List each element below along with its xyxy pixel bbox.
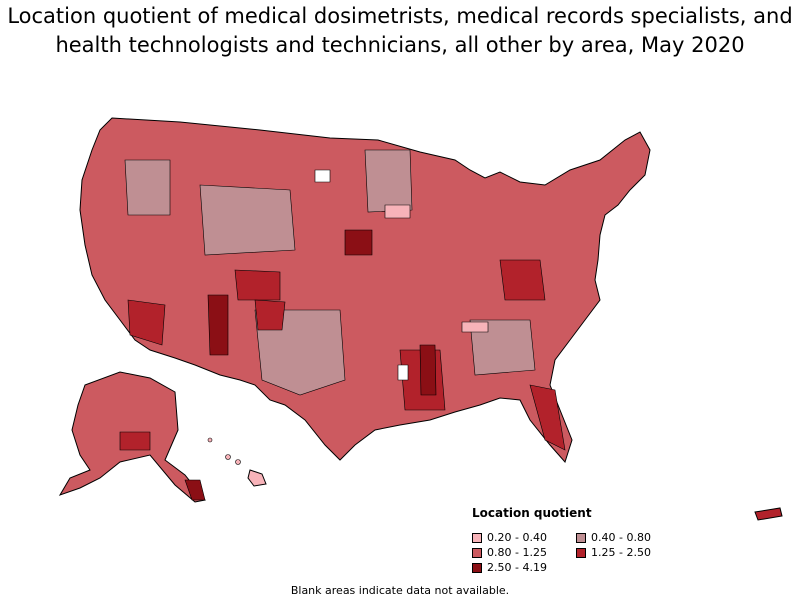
region-colorado xyxy=(234,269,281,301)
region-tennessee-low xyxy=(461,321,489,333)
region-wisconsin-low xyxy=(384,204,411,219)
map-title: Location quotient of medical dosimetrist… xyxy=(7,4,793,57)
alaska-southeast-high xyxy=(184,479,206,501)
region-arizona xyxy=(127,299,166,346)
region-oklahoma xyxy=(254,299,286,331)
legend-item-4: 1.25 - 2.50 xyxy=(576,546,651,559)
region-great-lakes xyxy=(364,149,413,213)
legend-item-5: 2.50 - 4.19 xyxy=(472,561,547,574)
legend-swatch-2 xyxy=(576,532,586,543)
hawaii-island-1 xyxy=(225,454,231,460)
legend-item-2: 0.40 - 0.80 xyxy=(576,531,651,544)
alaska-region-high xyxy=(119,431,151,451)
puerto-rico-region xyxy=(754,507,783,521)
legend-swatch-1 xyxy=(472,532,482,543)
legend-label-4: 1.25 - 2.50 xyxy=(591,546,651,559)
legend-item-1: 0.20 - 0.40 xyxy=(472,531,547,544)
legend-swatch-5 xyxy=(472,562,482,573)
hawaii-island-2 xyxy=(235,459,241,465)
region-new-mexico xyxy=(207,294,229,356)
region-iowa xyxy=(344,229,373,256)
legend-item-3: 0.80 - 1.25 xyxy=(472,546,547,559)
legend-label-3: 0.80 - 1.25 xyxy=(487,546,547,559)
hawaii-region xyxy=(247,469,267,487)
region-no-data-north xyxy=(314,169,331,183)
region-mississippi xyxy=(419,344,437,396)
region-texas-west xyxy=(254,309,346,396)
legend-label-1: 0.20 - 0.40 xyxy=(487,531,547,544)
region-northwest xyxy=(124,159,171,216)
legend-swatch-3 xyxy=(472,547,482,558)
legend-label-2: 0.40 - 0.80 xyxy=(591,531,651,544)
legend-title: Location quotient xyxy=(472,506,592,520)
region-florida xyxy=(529,384,566,451)
region-mountain-west xyxy=(199,184,296,256)
region-no-data-south xyxy=(397,364,409,381)
legend-swatch-4 xyxy=(576,547,586,558)
legend-label-5: 2.50 - 4.19 xyxy=(487,561,547,574)
region-southeast xyxy=(469,319,536,376)
region-ohio-valley xyxy=(499,259,546,301)
footnote: Blank areas indicate data not available. xyxy=(290,584,510,597)
hawaii-island-3 xyxy=(207,437,213,443)
